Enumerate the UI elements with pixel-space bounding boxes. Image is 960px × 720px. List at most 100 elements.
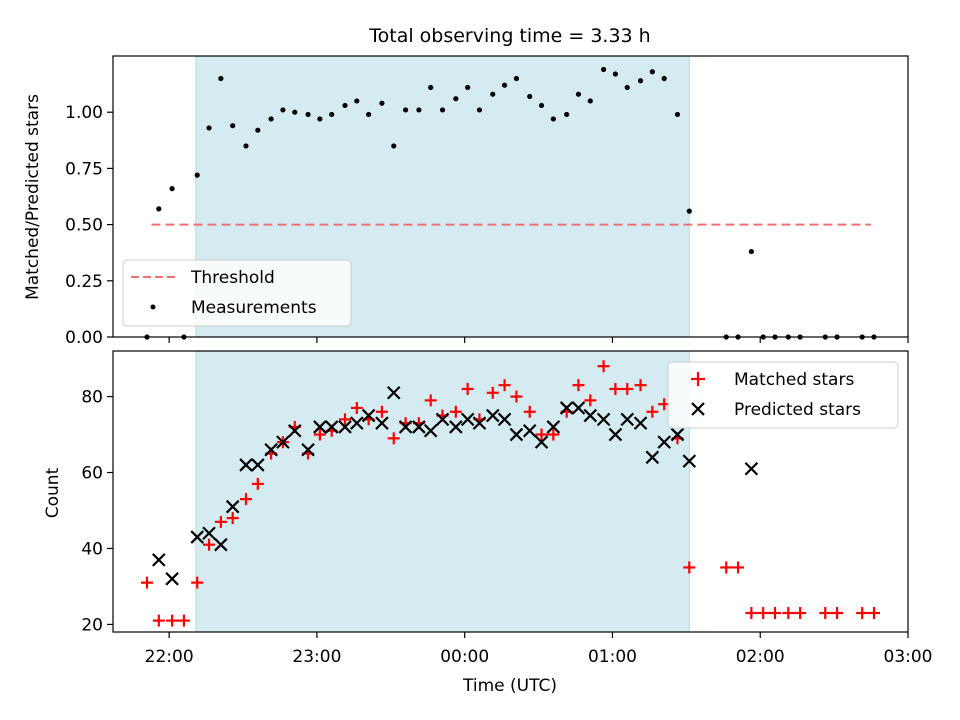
predicted-star-stroke — [152, 553, 166, 567]
measurement-point — [194, 172, 200, 178]
predicted-star-stroke — [583, 408, 598, 423]
predicted-star-stroke — [313, 420, 327, 434]
predicted-star-point — [202, 526, 216, 541]
x-tick-label: 02:00 — [736, 647, 785, 667]
predicted-star-stroke — [287, 423, 302, 438]
measurement-point — [527, 93, 533, 100]
predicted-star-stroke — [361, 408, 376, 423]
predicted-star-stroke — [608, 427, 623, 442]
matched-star-point — [166, 614, 179, 627]
matched-star-point — [214, 515, 227, 528]
predicted-star-point — [596, 412, 611, 427]
y-tick-label: 0.75 — [65, 159, 103, 179]
predicted-star-stroke — [509, 427, 524, 442]
predicted-star-stroke — [670, 427, 685, 442]
y-tick-label: 0.25 — [65, 272, 103, 292]
matched-star-point — [732, 561, 745, 574]
measurement-point — [292, 109, 298, 115]
predicted-star-point — [301, 442, 315, 457]
predicted-star-stroke — [559, 401, 574, 415]
predicted-star-point — [152, 553, 166, 567]
predicted-star-point — [264, 442, 278, 457]
count-legend: Matched stars Predicted stars — [667, 361, 899, 429]
predicted-star-stroke — [202, 526, 216, 541]
predicted-star-stroke — [571, 401, 586, 415]
matched-star-point — [769, 607, 782, 620]
predicted-star-stroke — [412, 420, 426, 434]
predicted-star-point — [287, 423, 302, 438]
matched-star-point — [203, 538, 216, 551]
predicted-star-stroke — [398, 420, 413, 434]
ratio-axes-frame — [112, 55, 909, 338]
ratio-y-ticks: 0.00 0.25 0.50 0.75 1.00 — [65, 103, 113, 348]
measurement-point — [305, 111, 311, 118]
predicted-star-point — [398, 420, 413, 434]
y-tick-label: 0.00 — [65, 328, 103, 348]
predicted-star-point — [608, 427, 623, 442]
matched-star-point — [794, 607, 807, 620]
predicted-star-point — [214, 537, 228, 552]
y-tick-label: 80 — [81, 388, 103, 408]
predicted-star-point — [225, 499, 240, 514]
count-y-axis-label: Count — [43, 467, 63, 518]
predicted-star-point — [190, 530, 205, 544]
matched-star-point — [424, 394, 437, 407]
measurement-point — [587, 98, 593, 104]
matched-star-point — [510, 390, 523, 403]
matched-star-point — [387, 432, 400, 445]
predicted-star-point — [497, 412, 512, 427]
predicted-star-stroke — [497, 412, 512, 427]
predicted-star-stroke — [350, 416, 364, 430]
matched-star-point — [782, 607, 795, 620]
measurement-point — [218, 75, 224, 82]
y-tick-label: 1.00 — [65, 103, 103, 123]
measurement-point — [379, 100, 385, 106]
ratio-legend-box — [122, 259, 352, 327]
measurement-point — [428, 84, 434, 91]
predicted-star-point — [460, 412, 475, 427]
measurement-point — [490, 91, 496, 97]
matched-star-point — [634, 379, 647, 392]
predicted-star-point — [375, 416, 389, 430]
predicted-star-stroke — [276, 435, 290, 449]
threshold-legend-label: Threshold — [190, 268, 275, 288]
count-x-ticks: 22:00 23:00 00:00 01:00 02:00 03:00 — [145, 632, 933, 667]
measurement-point — [280, 107, 286, 113]
predicted-star-stroke — [435, 412, 450, 427]
y-tick-label: 60 — [81, 464, 103, 484]
matched-star-point — [868, 607, 881, 620]
predicted-star-stroke — [522, 423, 537, 438]
ratio-x-ticks — [168, 337, 909, 343]
measurement-point — [674, 111, 681, 118]
predicted-star-point — [276, 435, 290, 449]
measurement-point — [637, 78, 644, 84]
predicted-star-stroke — [633, 416, 648, 430]
matched-star-point — [338, 413, 351, 426]
measurement-point — [612, 71, 619, 77]
measurement-point — [465, 84, 471, 91]
predicted-star-point — [423, 423, 438, 438]
predicted-star-point — [338, 420, 352, 434]
matched-star-point — [720, 561, 733, 574]
predicted-star-point — [571, 401, 586, 415]
predicted-star-stroke — [338, 420, 352, 434]
matched-star-point — [461, 382, 474, 395]
x-tick-label: 22:00 — [145, 647, 194, 667]
measurement-point — [416, 107, 422, 113]
ratio-marks — [144, 66, 877, 340]
y-tick-label: 20 — [81, 615, 103, 635]
measurement-point — [354, 98, 360, 104]
predicted-star-point — [386, 385, 401, 400]
measurement-point — [575, 91, 582, 97]
matched-star-point — [547, 428, 560, 441]
measurement-point — [230, 123, 236, 129]
y-tick-label: 40 — [81, 539, 103, 559]
predicted-star-point — [361, 408, 376, 423]
matched-star-point — [191, 576, 204, 589]
predicted-star-stroke — [324, 420, 339, 434]
predicted-star-stroke — [165, 572, 179, 586]
predicted-star-point — [620, 412, 635, 427]
ratio-panel: 0.00 0.25 0.50 0.75 1.00 Matched/Predicted s… — [23, 55, 909, 348]
predicted-star-stroke — [645, 450, 660, 465]
